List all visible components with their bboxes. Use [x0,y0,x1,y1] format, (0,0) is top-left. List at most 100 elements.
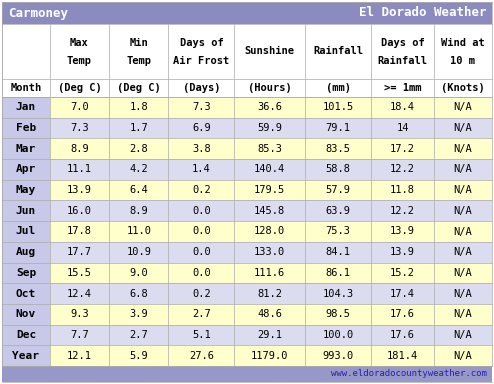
Text: Max: Max [70,38,89,48]
Bar [2,24,492,97]
Text: 11.0: 11.0 [126,227,151,237]
Bar [305,345,371,366]
Bar [434,159,492,180]
Bar [305,159,371,180]
Text: 1.4: 1.4 [192,164,211,174]
Text: 128.0: 128.0 [254,227,286,237]
Bar [434,118,492,138]
Text: 83.5: 83.5 [326,144,351,154]
Bar [109,324,168,345]
Bar [168,263,235,283]
Bar [305,138,371,159]
Bar [434,345,492,366]
Text: 5.9: 5.9 [129,351,148,361]
Bar [109,118,168,138]
Bar [371,159,434,180]
Bar [109,97,168,118]
Bar [2,159,50,180]
Text: 57.9: 57.9 [326,185,351,195]
Bar [109,138,168,159]
Bar [2,97,50,118]
Text: Oct: Oct [16,289,36,299]
Bar [434,221,492,242]
Text: 10 m: 10 m [451,56,475,66]
Bar [109,200,168,221]
Text: 11.8: 11.8 [390,185,415,195]
Bar [109,304,168,324]
Bar [434,97,492,118]
Text: 27.6: 27.6 [189,351,214,361]
Text: 14: 14 [396,123,409,133]
Text: N/A: N/A [453,289,472,299]
Text: (Knots): (Knots) [441,83,485,93]
Bar [371,97,434,118]
Bar [371,200,434,221]
Bar [50,263,109,283]
Text: N/A: N/A [453,351,472,361]
Bar [2,200,50,221]
Text: 86.1: 86.1 [326,268,351,278]
Text: www.eldoradocountyweather.com: www.eldoradocountyweather.com [331,369,487,379]
Text: 0.0: 0.0 [192,227,211,237]
Bar [235,283,305,304]
Bar [235,138,305,159]
Text: 9.3: 9.3 [70,309,89,319]
Text: Min: Min [129,38,148,48]
Bar [434,263,492,283]
Text: 6.4: 6.4 [129,185,148,195]
Bar [168,159,235,180]
Text: 29.1: 29.1 [257,330,282,340]
Bar [235,324,305,345]
Text: 1179.0: 1179.0 [251,351,288,361]
Text: 1.8: 1.8 [129,103,148,113]
Text: 85.3: 85.3 [257,144,282,154]
Bar [168,221,235,242]
Bar [371,221,434,242]
Text: 15.5: 15.5 [67,268,92,278]
Bar [371,242,434,263]
Bar [305,263,371,283]
Bar [50,324,109,345]
Bar [2,324,50,345]
Text: (Hours): (Hours) [248,83,291,93]
Text: Mar: Mar [16,144,36,154]
Bar [235,159,305,180]
Text: Jun: Jun [16,206,36,216]
Text: 17.6: 17.6 [390,330,415,340]
Text: 17.8: 17.8 [67,227,92,237]
Text: (mm): (mm) [326,83,351,93]
Text: 1.7: 1.7 [129,123,148,133]
Bar [434,180,492,200]
Bar [50,118,109,138]
Text: Temp: Temp [126,56,151,66]
Bar [2,366,492,382]
Text: 79.1: 79.1 [326,123,351,133]
Text: Days of: Days of [179,38,223,48]
Text: Feb: Feb [16,123,36,133]
Bar [434,200,492,221]
Text: 2.7: 2.7 [129,330,148,340]
Bar [434,138,492,159]
Text: 0.0: 0.0 [192,206,211,216]
Text: (Deg C): (Deg C) [117,83,161,93]
Text: 58.8: 58.8 [326,164,351,174]
Text: N/A: N/A [453,144,472,154]
Bar [235,200,305,221]
Text: 6.9: 6.9 [192,123,211,133]
Bar [168,242,235,263]
Text: 7.3: 7.3 [192,103,211,113]
Text: 181.4: 181.4 [387,351,418,361]
Text: 7.7: 7.7 [70,330,89,340]
Text: Rainfall: Rainfall [377,56,427,66]
Text: 104.3: 104.3 [323,289,354,299]
Text: Apr: Apr [16,164,36,174]
Bar [168,200,235,221]
Text: 9.0: 9.0 [129,268,148,278]
Text: 12.2: 12.2 [390,164,415,174]
Text: Dec: Dec [16,330,36,340]
Bar [305,180,371,200]
Text: 17.7: 17.7 [67,247,92,257]
Bar [2,180,50,200]
Text: 81.2: 81.2 [257,289,282,299]
Bar [109,242,168,263]
